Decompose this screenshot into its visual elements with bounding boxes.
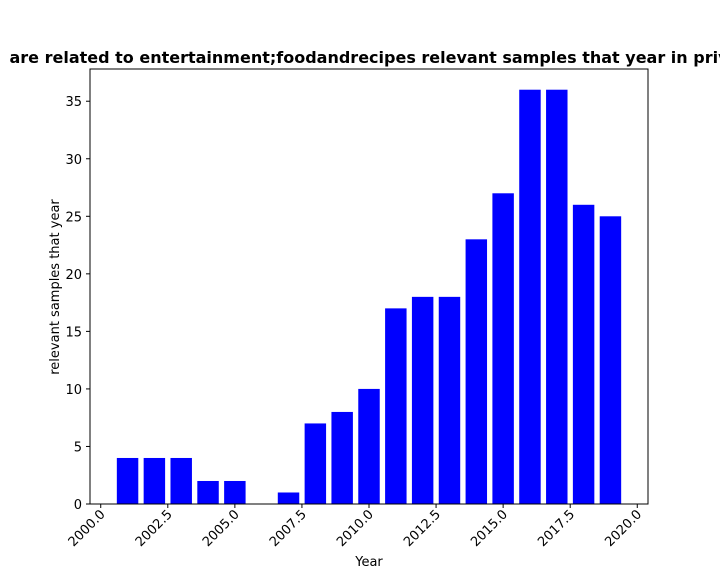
y-axis-label: relevant samples that year [48, 199, 63, 375]
bar-2001 [116, 457, 139, 504]
bar-2019 [599, 216, 622, 505]
x-tick-label: 2012.5 [401, 507, 444, 550]
bar-2003 [170, 457, 192, 504]
bar-2015 [492, 193, 514, 505]
x-tick-label: 2007.5 [267, 507, 310, 550]
x-tick-label: 2020.0 [602, 507, 645, 550]
y-tick-label: 15 [65, 325, 82, 340]
x-axis-ticks: 2000.0 2002.5 2005.0 2007.5 2010.0 2012.5 2015… [66, 504, 645, 550]
y-tick-label: 0 [74, 498, 82, 513]
y-tick-label: 25 [65, 210, 82, 225]
bar-2018 [572, 204, 595, 505]
x-tick-label: 2017.5 [535, 507, 578, 550]
bar-2017 [546, 89, 568, 505]
bar-2014 [465, 239, 488, 504]
y-tick-label: 20 [65, 268, 82, 283]
x-axis-label: Year [354, 555, 383, 570]
bar-2007 [277, 492, 300, 504]
bar-2013 [438, 296, 461, 504]
bar-2002 [143, 457, 166, 504]
bar-2005 [224, 480, 246, 504]
y-tick-label: 5 [74, 440, 82, 455]
bars-group [116, 89, 622, 505]
y-axis-ticks: 0 5 10 15 20 25 30 35 [65, 95, 90, 513]
x-tick-label: 2015.0 [468, 507, 511, 550]
x-tick-label: 2002.5 [133, 507, 176, 550]
x-tick-label: 2010.0 [334, 507, 377, 550]
bar-2008 [304, 423, 327, 504]
bar-2016 [519, 89, 541, 505]
bar-2010 [358, 388, 380, 504]
y-tick-label: 35 [65, 95, 82, 110]
x-tick-label: 2005.0 [200, 507, 243, 550]
chart-title: are related to entertainment;foodandreci… [9, 48, 720, 67]
bar-2004 [197, 480, 219, 504]
y-tick-label: 10 [65, 383, 82, 398]
bar-2012 [411, 296, 434, 504]
bar-2009 [331, 411, 353, 504]
bar-2011 [385, 308, 407, 504]
x-tick-label: 2000.0 [66, 507, 109, 550]
y-tick-label: 30 [65, 153, 82, 168]
